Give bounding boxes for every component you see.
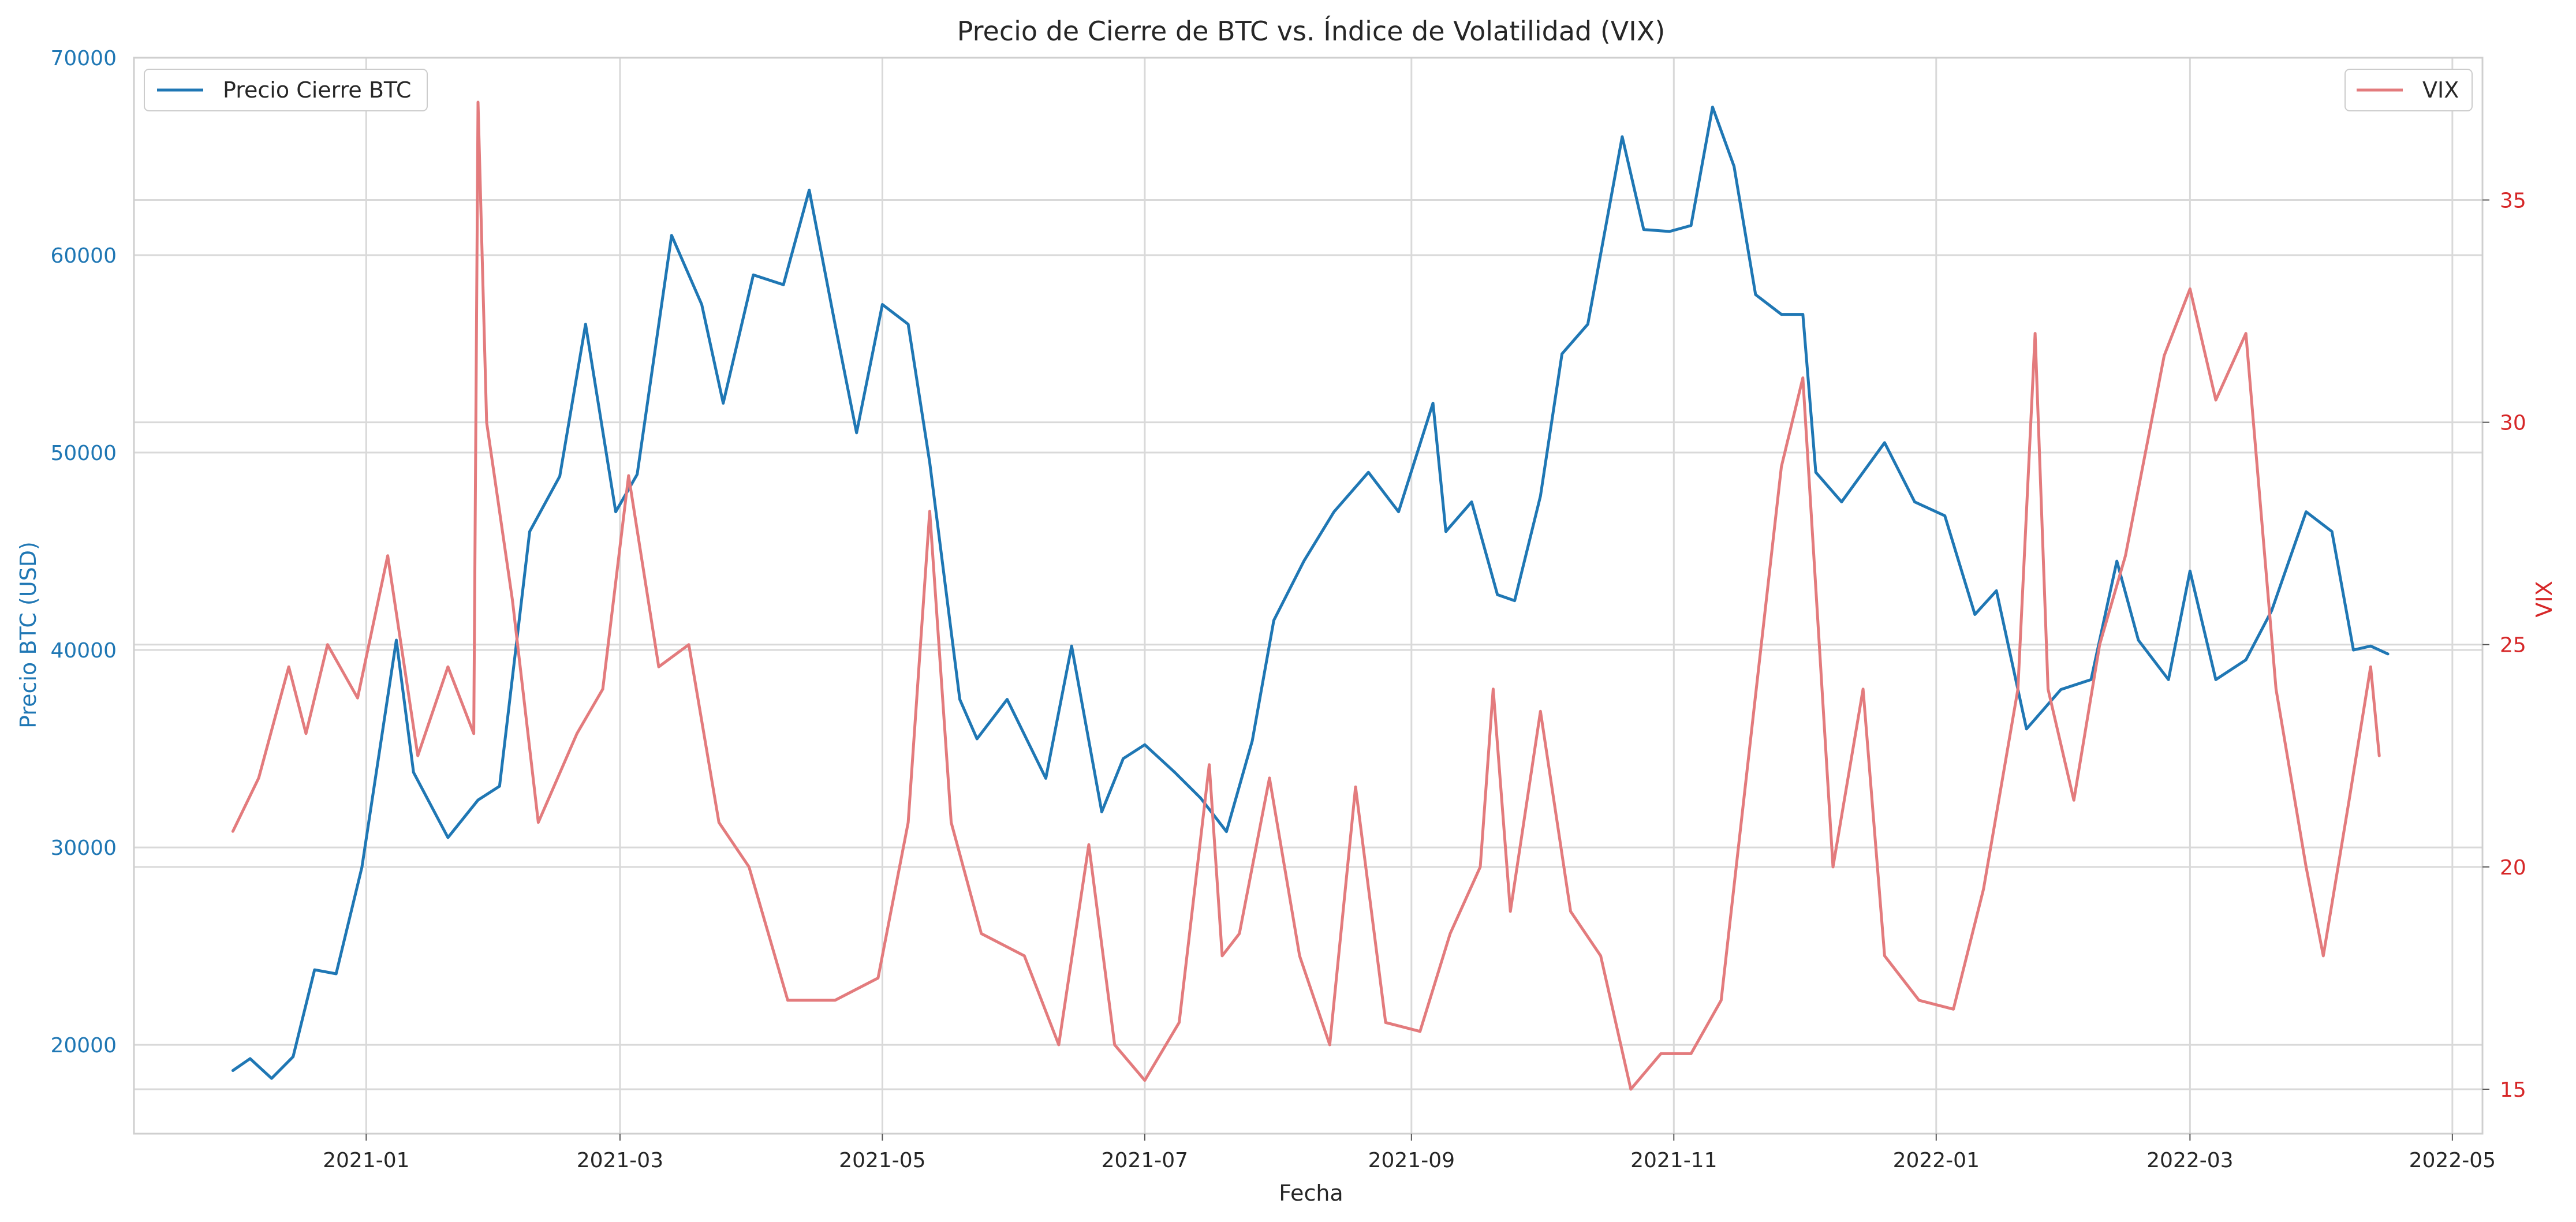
x-tick-label-6: 2022-01 (1893, 1149, 1980, 1172)
right-y-tick-label-4: 35 (2500, 189, 2526, 212)
left-y-axis-ticks: 20000 30000 40000 50000 60000 70000 (50, 47, 117, 1057)
left-y-tick-label-2: 40000 (50, 639, 117, 663)
right-y-axis-ticks: 15 20 25 30 35 (2482, 189, 2526, 1102)
series-layer (231, 100, 2390, 1091)
x-tick-label-2: 2021-05 (839, 1149, 925, 1172)
legend-vix-label: VIX (2422, 77, 2459, 103)
right-y-tick-label-3: 30 (2500, 412, 2526, 435)
btc-price-line (231, 106, 2390, 1080)
x-tick-label-0: 2021-01 (323, 1149, 409, 1172)
chart-title: Precio de Cierre de BTC vs. Índice de Vo… (957, 16, 1666, 47)
vix-line (231, 100, 2381, 1091)
left-y-tick-label-5: 70000 (50, 47, 117, 70)
left-y-tick-label-1: 30000 (50, 836, 117, 860)
legend-btc-box (144, 69, 428, 111)
x-tick-label-8: 2022-05 (2409, 1149, 2496, 1172)
x-tick-label-4: 2021-09 (1368, 1149, 1455, 1172)
x-tick-label-3: 2021-07 (1102, 1149, 1188, 1172)
legend-btc-label: Precio Cierre BTC (223, 77, 411, 103)
x-tick-label-1: 2021-03 (577, 1149, 663, 1172)
x-tick-label-5: 2021-11 (1630, 1149, 1717, 1172)
left-y-axis-label: Precio BTC (USD) (16, 541, 41, 728)
right-y-axis-label: VIX (2532, 581, 2557, 617)
right-y-tick-label-0: 15 (2500, 1078, 2526, 1102)
x-axis-label: Fecha (1279, 1180, 1343, 1206)
left-y-tick-label-3: 50000 (50, 442, 117, 465)
left-y-tick-label-0: 20000 (50, 1034, 117, 1057)
legend-btc: Precio Cierre BTC (144, 69, 428, 111)
x-axis-ticks: 2021-01 2021-03 2021-05 2021-07 2021-09 2021-… (323, 1134, 2496, 1172)
x-tick-label-7: 2022-03 (2146, 1149, 2233, 1172)
left-y-tick-label-4: 60000 (50, 244, 117, 268)
legend-vix-box (2344, 69, 2473, 111)
right-y-tick-label-2: 25 (2500, 634, 2526, 657)
right-y-tick-label-1: 20 (2500, 856, 2526, 880)
plot-frame (133, 57, 2484, 1135)
legend-vix: VIX (2344, 69, 2473, 111)
